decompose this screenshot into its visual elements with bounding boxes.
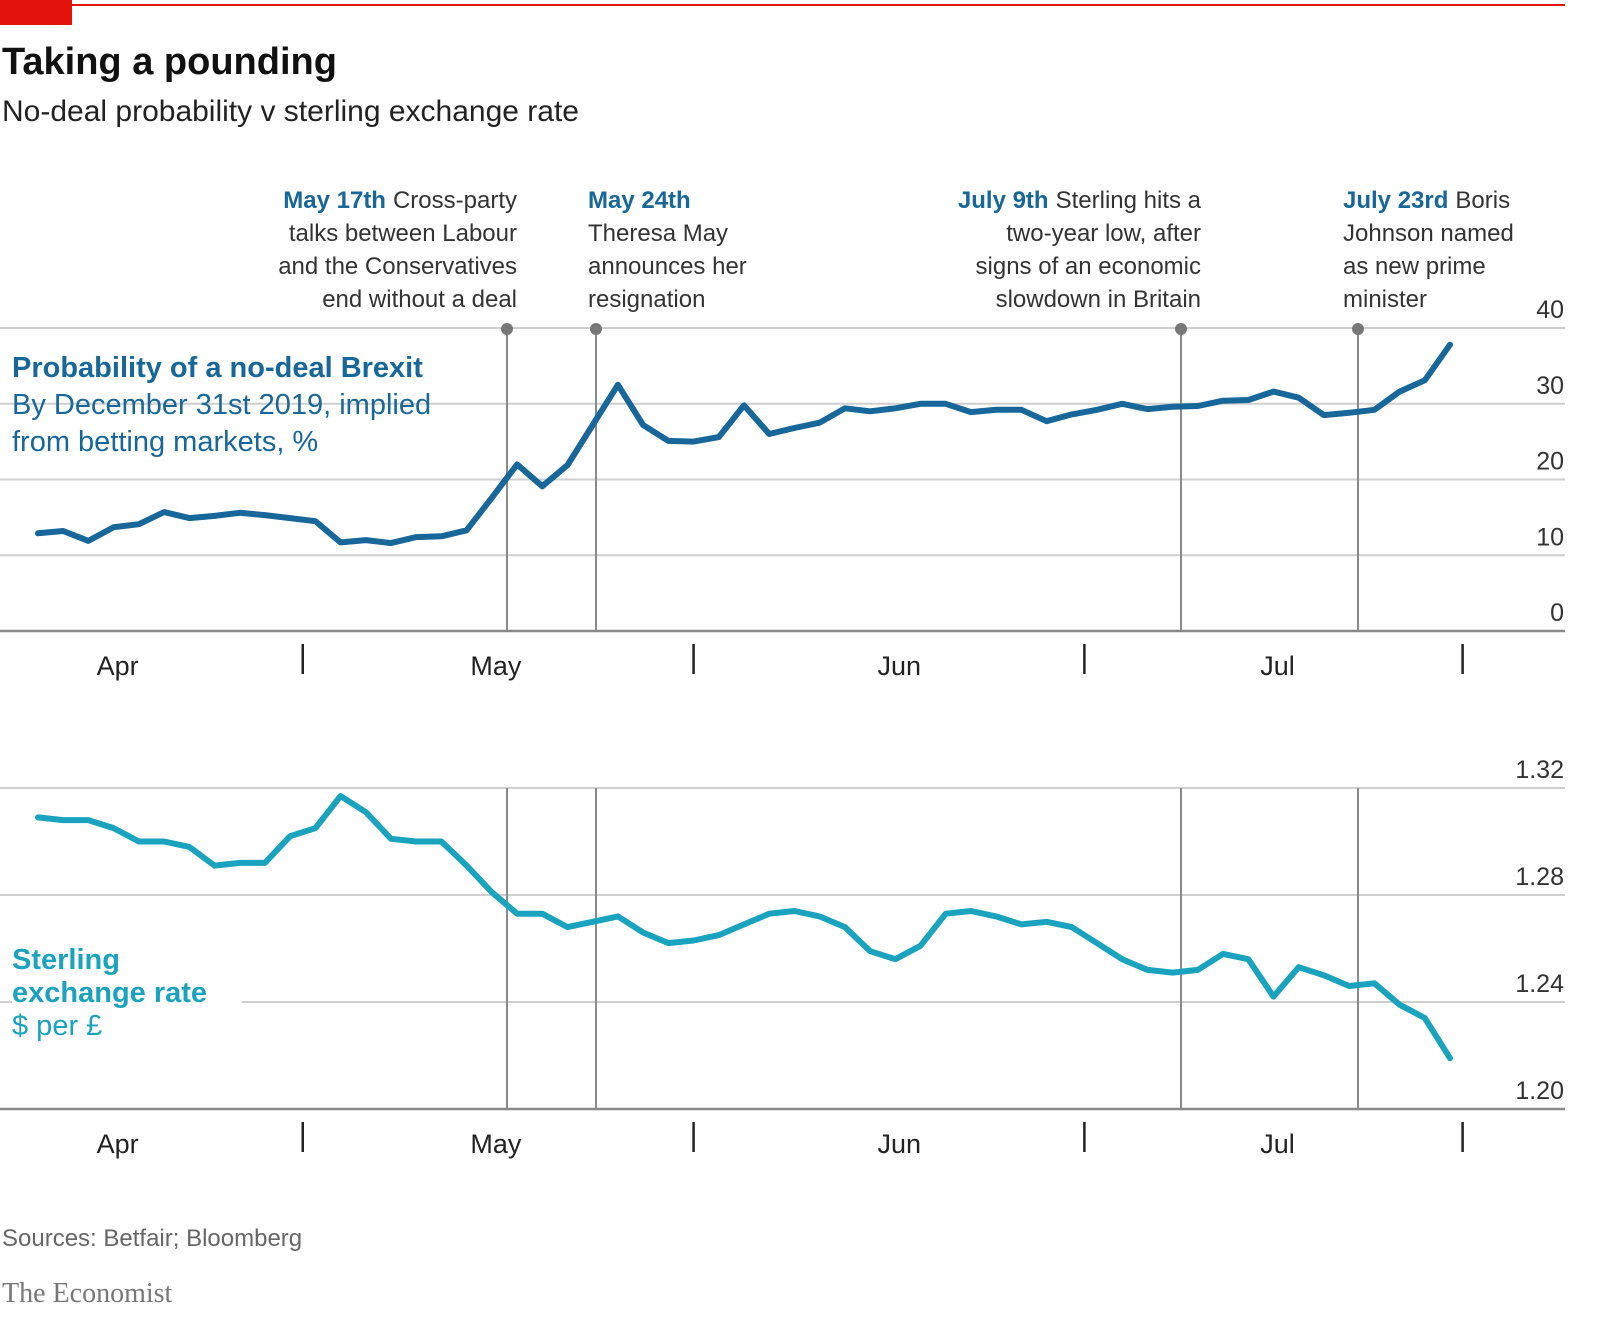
- annotation-date: May 24th: [588, 187, 691, 214]
- brand: The Economist: [2, 1278, 173, 1309]
- x-tick-label: Apr: [97, 1129, 139, 1159]
- annotation: May 17th Cross-party talks between Labour a…: [278, 187, 517, 313]
- red-tag: [0, 0, 72, 25]
- series-line: [35, 793, 1453, 1062]
- y-tick-label: 1.28: [1515, 863, 1564, 891]
- annotation-date: May 17th: [283, 187, 386, 214]
- annotation-date: July 9th: [958, 187, 1049, 214]
- subtitle: No-deal probability v sterling exchange …: [2, 95, 579, 128]
- series-label: Sterling exchange rate $ per £: [12, 944, 242, 1043]
- annotation-line: signs of an economic: [976, 253, 1201, 280]
- x-tick-label: Jul: [1260, 1129, 1295, 1159]
- annotation-line: resignation: [588, 286, 705, 313]
- event-dot: [590, 323, 602, 335]
- y-tick-label: 1.24: [1515, 970, 1564, 998]
- annotation-line: minister: [1343, 286, 1427, 313]
- y-tick-label: 0: [1550, 599, 1564, 627]
- annotation-line: as new prime: [1343, 253, 1486, 280]
- annotation: July 23rd Boris Johnson named as new prime m…: [1343, 187, 1514, 313]
- series-description: $ per £: [12, 1010, 103, 1042]
- x-tick-label: Jun: [878, 651, 922, 681]
- annotation-line: end without a deal: [322, 286, 517, 313]
- annotation-line: two-year low, after: [1006, 220, 1201, 247]
- annotation-line: and the Conservatives: [278, 253, 517, 280]
- event-dot: [1175, 323, 1187, 335]
- event-dot: [1352, 323, 1364, 335]
- x-tick-label: Jun: [878, 1129, 922, 1159]
- annotation-line: slowdown in Britain: [996, 286, 1201, 313]
- annotation: July 9th Sterling hits a two-year low, aft…: [958, 187, 1202, 313]
- series-label: Probability of a no-deal Brexit By Decem…: [12, 350, 462, 461]
- annotation-date: July 23rd: [1343, 187, 1448, 214]
- y-tick-label: 1.32: [1515, 756, 1564, 784]
- annotation-line: announces her: [588, 253, 747, 280]
- y-tick-label: 30: [1536, 372, 1564, 400]
- x-tick-label: Jul: [1260, 651, 1295, 681]
- annotation-line: Sterling hits a: [1056, 187, 1202, 214]
- source: Sources: Betfair; Bloomberg: [2, 1225, 302, 1252]
- y-tick-label: 40: [1536, 296, 1564, 324]
- annotation-line: Johnson named: [1343, 220, 1514, 247]
- series-description: By December 31st 2019, implied from bett…: [12, 389, 432, 458]
- annotation: May 24th Theresa May announces her resignat…: [588, 187, 747, 313]
- x-tick-label: Apr: [97, 651, 139, 681]
- title: Taking a pounding: [2, 41, 337, 83]
- series-line: [35, 341, 1453, 547]
- y-tick-label: 1.20: [1515, 1077, 1564, 1105]
- series-name: Probability of a no-deal Brexit: [12, 352, 423, 384]
- annotation-line: Cross-party: [393, 187, 517, 214]
- annotation-line: Theresa May: [588, 220, 728, 247]
- y-tick-label: 10: [1536, 523, 1564, 551]
- y-tick-label: 20: [1536, 448, 1564, 476]
- event-dot: [501, 323, 513, 335]
- annotation-line: Boris: [1455, 187, 1510, 214]
- x-tick-label: May: [470, 651, 522, 681]
- annotation-line: talks between Labour: [289, 220, 517, 247]
- series-name: Sterling exchange rate: [12, 944, 208, 1009]
- x-tick-label: May: [470, 1129, 522, 1159]
